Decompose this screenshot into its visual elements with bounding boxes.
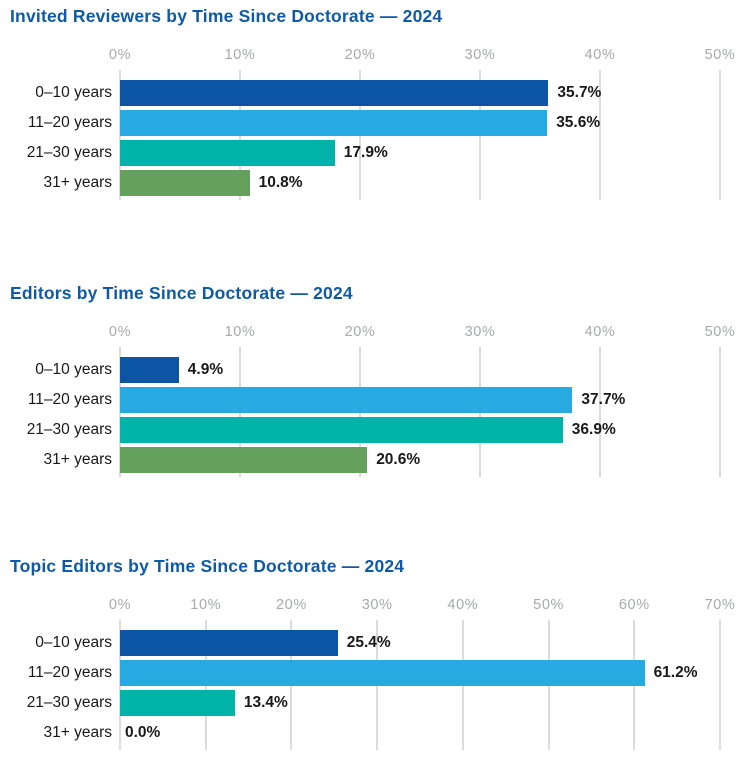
bar-chart-topic-editors: Topic Editors by Time Since Doctorate — … (0, 550, 754, 760)
bar-row: 11–20 years 61.2% (0, 660, 754, 686)
value-label: 37.7% (581, 391, 626, 408)
chart-title: Topic Editors by Time Since Doctorate — … (10, 556, 405, 576)
bar-chart-editors: Editors by Time Since Doctorate — 2024 0… (0, 277, 754, 487)
category-label: 0–10 years (35, 634, 112, 651)
value-label: 35.6% (556, 114, 601, 131)
gridline (719, 347, 721, 477)
x-axis-tick-label: 60% (618, 597, 650, 613)
bar-row: 21–30 years 36.9% (0, 417, 754, 443)
bar-row: 0–10 years 35.7% (0, 80, 754, 106)
x-axis-tick-label: 0% (108, 597, 132, 613)
x-axis-tick-label: 10% (224, 324, 256, 340)
x-axis-tick-label: 20% (276, 597, 307, 613)
category-label: 21–30 years (26, 421, 112, 438)
x-axis-tick-label: 0% (108, 47, 132, 63)
category-label: 11–20 years (27, 664, 112, 681)
bar (120, 447, 368, 473)
bar-row: 31+ years 0.0% (0, 720, 754, 746)
x-axis-tick-label: 0% (108, 324, 132, 340)
gridline (719, 70, 721, 200)
bar (120, 690, 235, 716)
bar-chart-invited-reviewers: Invited Reviewers by Time Since Doctorat… (0, 0, 754, 210)
category-label: 0–10 years (35, 84, 112, 101)
x-axis-tick-label: 40% (447, 597, 479, 613)
category-label: 31+ years (43, 174, 112, 191)
value-label: 4.9% (187, 361, 224, 378)
value-label: 17.9% (343, 144, 388, 161)
bar-rows: 0–10 years 25.4% 11–20 years 61.2% 21–30 yea… (0, 550, 754, 760)
x-axis-tick-label: 30% (464, 47, 496, 63)
x-axis-tick-label: 20% (344, 324, 376, 340)
bar-row: 21–30 years 13.4% (0, 690, 754, 716)
bar-row: 11–20 years 35.6% (0, 110, 754, 136)
bar-row: 0–10 years 4.9% (0, 357, 754, 383)
x-axis-tick-label: 50% (704, 47, 736, 63)
bar (120, 417, 563, 443)
value-label: 25.4% (346, 634, 391, 651)
chart-title: Editors by Time Since Doctorate — 2024 (10, 283, 353, 303)
bar (120, 660, 645, 686)
x-axis-ticks: 0% 10% 20% 30% 40% 50% (0, 47, 754, 63)
value-label: 61.2% (653, 664, 698, 681)
x-axis-tick-label: 50% (533, 597, 564, 613)
x-axis-tick-label: 30% (361, 597, 393, 613)
x-axis-tick-label: 10% (224, 47, 256, 63)
category-label: 0–10 years (35, 361, 112, 378)
bar-rows: 0–10 years 35.7% 11–20 years 35.6% 21–30 yea… (0, 0, 754, 210)
value-label: 10.8% (258, 174, 303, 191)
value-label: 20.6% (376, 451, 421, 468)
bar-row: 21–30 years 17.9% (0, 140, 754, 166)
category-label: 21–30 years (26, 144, 112, 161)
value-label: 13.4% (243, 694, 288, 711)
x-axis-tick-label: 30% (464, 324, 496, 340)
bar-row: 31+ years 20.6% (0, 447, 754, 473)
category-label: 31+ years (43, 451, 112, 468)
value-label: 0.0% (125, 724, 161, 741)
x-axis-tick-label: 40% (584, 47, 616, 63)
bar-row: 31+ years 10.8% (0, 170, 754, 196)
gridline (599, 70, 601, 200)
category-label: 31+ years (43, 724, 112, 741)
value-label: 35.7% (557, 84, 602, 101)
bar-row: 0–10 years 25.4% (0, 630, 754, 656)
bar (120, 140, 335, 166)
bar (120, 80, 549, 106)
bar (120, 357, 179, 383)
category-label: 21–30 years (26, 694, 112, 711)
bar-rows: 0–10 years 4.9% 11–20 years 37.7% 21–30 year… (0, 277, 754, 487)
x-axis-tick-label: 50% (704, 324, 736, 340)
bar (120, 170, 250, 196)
x-axis-tick-label: 40% (584, 324, 616, 340)
chart-title: Invited Reviewers by Time Since Doctorat… (10, 6, 443, 26)
bar (120, 630, 338, 656)
x-axis-ticks: 0% 10% 20% 30% 40% 50% (0, 324, 754, 340)
bar (120, 387, 573, 413)
gridline (719, 620, 721, 750)
bar (120, 110, 548, 136)
value-label: 36.9% (571, 421, 616, 438)
x-axis-tick-label: 70% (704, 597, 736, 613)
x-axis-tick-label: 10% (190, 597, 222, 613)
x-axis-tick-label: 20% (344, 47, 376, 63)
category-label: 11–20 years (27, 391, 112, 408)
bar-row: 11–20 years 37.7% (0, 387, 754, 413)
gridline (599, 347, 601, 477)
x-axis-ticks: 0% 10% 20% 30% 40% 50% 60% 70% (0, 597, 754, 613)
category-label: 11–20 years (27, 114, 112, 131)
